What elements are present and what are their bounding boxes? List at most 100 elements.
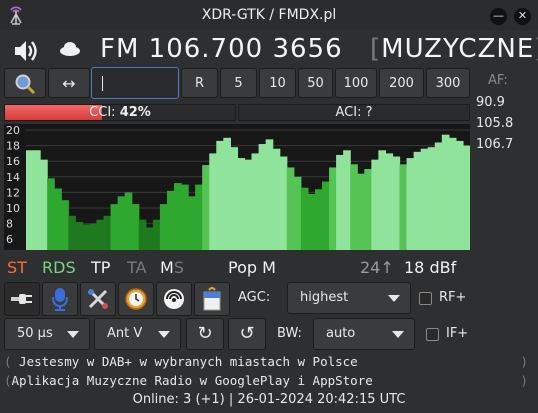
chevron-down-icon — [158, 331, 170, 338]
if-plus-checkbox[interactable] — [426, 328, 439, 341]
signal-bar — [244, 159, 253, 250]
step-button-10[interactable]: 10 — [259, 68, 296, 98]
signal-bar — [209, 153, 217, 250]
signal-bar — [300, 187, 309, 250]
swap-button[interactable]: ↔ — [48, 68, 90, 98]
plug-icon — [11, 294, 32, 304]
af-list: 90.9 105.8 106.7 — [476, 95, 536, 158]
spectrum-button[interactable] — [156, 282, 192, 316]
bandwidth-select[interactable]: auto — [313, 318, 415, 350]
ps-bracket-open: [ — [370, 34, 382, 64]
af-item[interactable]: 90.9 — [476, 95, 505, 110]
chevron-down-icon — [67, 331, 79, 338]
graph-tick-label: 12 — [6, 186, 20, 199]
pi-code: 3656 — [272, 34, 343, 64]
signal-bar — [399, 164, 408, 250]
rotate-ccw-icon: ↺ — [239, 323, 255, 344]
signal-bar — [357, 173, 365, 250]
window-title: XDR-GTK / FMDX.pl — [201, 7, 337, 23]
frequency-input[interactable] — [91, 67, 179, 99]
graph-tick-label: 14 — [6, 171, 20, 184]
close-button[interactable]: ✕ — [514, 8, 531, 25]
document-bell-icon — [203, 287, 221, 311]
signal-graph: 20 18 16 14 12 10 8 6 — [4, 124, 471, 250]
signal-bar — [68, 215, 76, 250]
deemphasis-select-value: 50 µs — [17, 326, 53, 341]
af-item[interactable]: 106.7 — [476, 137, 514, 152]
antenna-select[interactable]: Ant V — [94, 318, 181, 350]
antenna-signal-icon — [164, 289, 184, 309]
step-button-5[interactable]: 5 — [220, 68, 257, 98]
step-button-r[interactable]: R — [181, 68, 218, 98]
rotate-cw-icon: ↻ — [197, 323, 213, 344]
rotate-cw-button[interactable]: ↻ — [186, 318, 224, 350]
signal-bar — [427, 147, 436, 250]
signal-bar — [350, 164, 358, 250]
step-button-300[interactable]: 300 — [426, 68, 470, 98]
signal-bar — [448, 137, 457, 250]
step-button-50[interactable]: 50 — [298, 68, 333, 98]
chevron-down-icon — [392, 331, 404, 338]
signal-bar — [272, 148, 281, 250]
log-button[interactable] — [194, 282, 230, 316]
signal-bar — [223, 137, 231, 250]
app-icon — [6, 5, 26, 25]
status-datetime: 26-01-2024 20:42:15 UTC — [237, 392, 406, 407]
af-item[interactable]: 105.8 — [476, 116, 514, 131]
frequency-display: FM 106.700 3656 — [100, 34, 343, 68]
scheduler-button[interactable] — [118, 282, 154, 316]
signal-bar — [322, 181, 330, 250]
cci-meter-fill — [5, 105, 102, 120]
music-flag-m: M — [160, 258, 174, 277]
speaker-icon[interactable] — [12, 38, 40, 64]
ta-flag: TA — [127, 258, 147, 277]
signal-bar — [103, 215, 112, 250]
agc-label: AGC: — [238, 290, 271, 305]
signal-bar — [174, 183, 182, 250]
signal-bar — [378, 150, 387, 250]
status-bar: Online: 3 (+1) | 26-01-2024 20:42:15 UTC — [0, 392, 538, 407]
search-button[interactable] — [4, 68, 46, 98]
signal-bar — [420, 148, 429, 250]
chevron-down-icon — [388, 295, 400, 302]
signal-bar — [237, 158, 246, 250]
pty-label: Pop M — [228, 258, 276, 277]
radiotext-line-1: ( Jestesmy w DAB+ w wybranych miastach w… — [4, 354, 532, 371]
frequency-value: 106.700 — [148, 34, 264, 64]
rotate-ccw-button[interactable]: ↺ — [228, 318, 266, 350]
deemphasis-select[interactable]: 50 µs — [4, 318, 90, 350]
step-button-100[interactable]: 100 — [335, 68, 377, 98]
step-button-200[interactable]: 200 — [379, 68, 424, 98]
signal-bar — [96, 219, 105, 250]
signal-level: 18 dBf — [404, 258, 457, 277]
signal-bar — [441, 134, 450, 250]
graph-tick-label: 6 — [6, 233, 13, 246]
signal-bar — [89, 223, 98, 250]
radiotext-content: Jestesmy w DAB+ w wybranych miastach w P… — [11, 354, 358, 369]
signal-bar — [462, 145, 471, 250]
radiotext-content: Aplikacja Muzyczne Radio w GooglePlay i … — [11, 373, 373, 388]
signal-bar — [343, 150, 351, 250]
signal-bar — [202, 165, 210, 250]
ps-display: [MUZYCZNE] — [370, 34, 538, 68]
signal-bar — [455, 140, 464, 250]
radiotext-close: ) — [520, 354, 528, 369]
minimize-button[interactable]: — — [490, 8, 507, 25]
signal-peak: 24↑ — [360, 258, 394, 277]
cci-meter: CCI: 42% — [4, 104, 236, 121]
rf-plus-checkbox[interactable] — [419, 292, 432, 305]
microphone-button[interactable] — [42, 282, 78, 316]
connect-button[interactable] — [4, 282, 40, 316]
signal-bar — [286, 167, 295, 250]
agc-select[interactable]: highest — [287, 282, 411, 314]
signal-bar — [392, 156, 401, 250]
signal-bar — [216, 140, 224, 250]
graph-tick-label: 16 — [6, 155, 20, 168]
signal-bar — [166, 190, 175, 250]
signal-bar — [279, 156, 288, 250]
settings-button[interactable] — [80, 282, 116, 316]
graph-tick-label: 18 — [6, 140, 20, 153]
if-plus-label: IF+ — [446, 326, 469, 341]
signal-bar — [188, 196, 196, 250]
music-flag: MS — [160, 258, 184, 277]
